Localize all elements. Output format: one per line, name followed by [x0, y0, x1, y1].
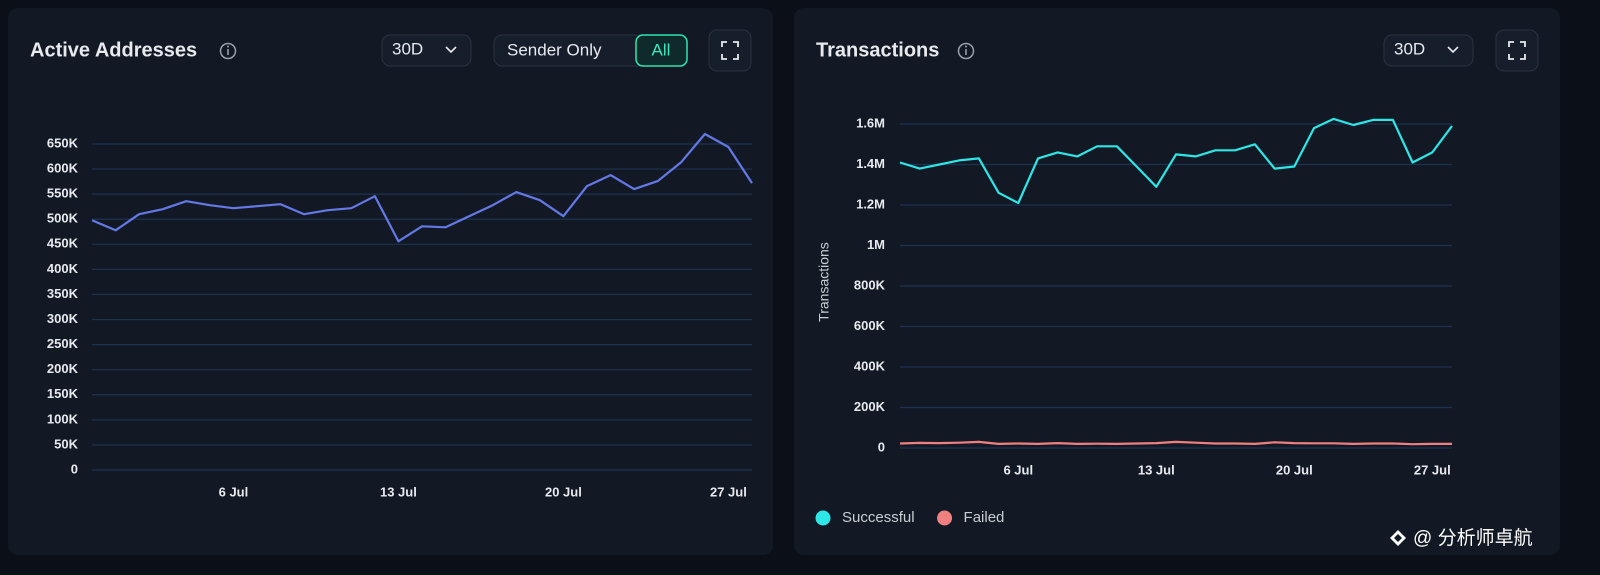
y-tick-label: 350K — [47, 286, 79, 301]
info-icon[interactable] — [957, 42, 975, 60]
range-label: 30D — [392, 39, 423, 58]
x-tick-label: 20 Jul — [1276, 462, 1313, 477]
chart-title: Active Addresses — [30, 39, 197, 61]
legend-label: Failed — [964, 509, 1005, 526]
y-tick-label: 600K — [854, 318, 886, 333]
y-tick-label: 400K — [47, 261, 79, 276]
range-dropdown[interactable]: 30D — [1383, 34, 1474, 67]
legend-marker — [815, 510, 831, 526]
panel — [8, 8, 773, 555]
panel — [794, 8, 1560, 555]
legend-label: Successful — [842, 509, 915, 526]
x-tick-label: 6 Jul — [219, 484, 249, 499]
y-tick-label: 650K — [47, 135, 79, 150]
y-tick-label: 150K — [47, 386, 79, 401]
expand-button[interactable] — [708, 29, 752, 72]
y-tick-label: 1M — [867, 237, 885, 252]
y-tick-label: 100K — [47, 411, 79, 426]
legend-marker — [937, 510, 953, 526]
line — [899, 117, 1453, 205]
y-tick-label: 50K — [54, 436, 78, 451]
toggle-option-active[interactable]: All — [652, 40, 671, 59]
y-tick-label: 200K — [47, 361, 79, 376]
expand-button[interactable] — [1495, 29, 1539, 72]
toggle[interactable]: Sender Only All — [493, 34, 688, 67]
x-tick-label: 27 Jul — [1414, 462, 1451, 477]
watermark-text: @ 分析师卓航 — [1413, 527, 1533, 549]
y-tick-label: 400K — [854, 358, 886, 373]
line — [899, 440, 1452, 446]
info-icon[interactable] — [219, 42, 237, 60]
y-tick-label: 300K — [47, 311, 79, 326]
y-axis-title: Transactions — [816, 242, 832, 322]
y-tick-label: 250K — [47, 336, 79, 351]
y-tick-label: 800K — [854, 277, 886, 292]
watermark: @ 分析师卓航 — [1390, 527, 1533, 549]
x-tick-label: 20 Jul — [545, 484, 582, 499]
y-tick-label: 1.6M — [856, 115, 885, 130]
line — [91, 132, 753, 243]
range-dropdown[interactable]: 30D — [381, 34, 472, 67]
toggle-option[interactable]: Sender Only — [507, 40, 602, 59]
y-tick-label: 1.4M — [856, 156, 885, 171]
range-label: 30D — [1394, 39, 1425, 58]
y-tick-label: 450K — [47, 236, 79, 251]
y-tick-label: 600K — [47, 161, 79, 176]
x-tick-label: 13 Jul — [380, 484, 417, 499]
x-tick-label: 13 Jul — [1138, 462, 1175, 477]
y-tick-label: 0 — [878, 439, 885, 454]
y-tick-label: 0 — [71, 461, 78, 476]
chart-title: Transactions — [816, 39, 939, 61]
y-tick-label: 550K — [47, 186, 79, 201]
x-tick-label: 27 Jul — [710, 484, 747, 499]
y-tick-label: 200K — [854, 399, 886, 414]
y-tick-label: 500K — [47, 211, 79, 226]
y-tick-label: 1.2M — [856, 196, 885, 211]
x-tick-label: 6 Jul — [1003, 462, 1033, 477]
